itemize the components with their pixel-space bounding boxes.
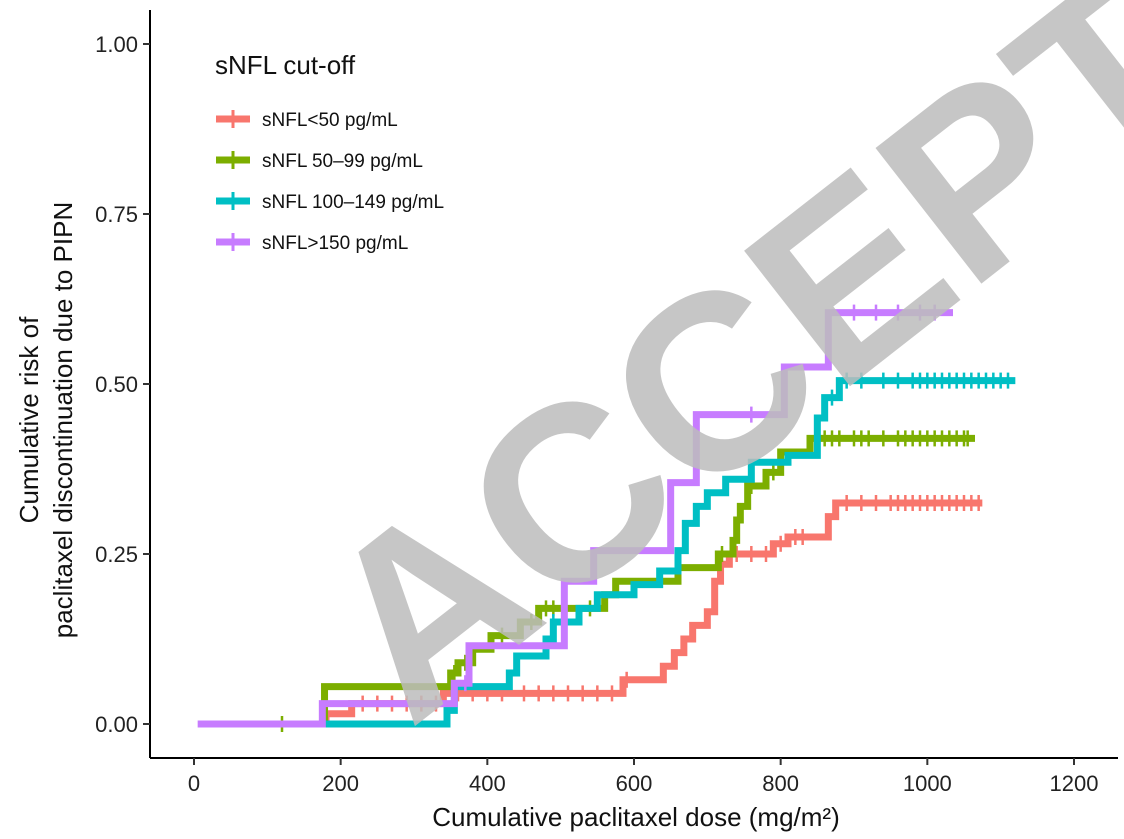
plot-area xyxy=(197,304,1016,732)
y-tick-label: 0.50 xyxy=(95,372,138,397)
x-tick-label: 600 xyxy=(616,771,653,796)
legend-label: sNFL>150 pg/mL xyxy=(262,233,408,254)
series-line xyxy=(197,309,953,728)
x-axis-title: Cumulative paclitaxel dose (mg/m²) xyxy=(432,802,839,832)
x-tick-label: 0 xyxy=(188,771,200,796)
legend-label: sNFL 100–149 pg/mL xyxy=(262,192,444,213)
series-4 xyxy=(197,304,953,728)
x-tick-label: 400 xyxy=(469,771,506,796)
x-tick-label: 800 xyxy=(762,771,799,796)
x-tick-label: 1000 xyxy=(903,771,952,796)
y-tick-label: 1.00 xyxy=(95,32,138,57)
legend: sNFL cut-off sNFL<50 pg/mL sNFL 50–99 pg/m… xyxy=(215,50,444,254)
series-1 xyxy=(322,495,983,728)
x-tick-label: 1200 xyxy=(1050,771,1099,796)
legend-item: sNFL 50–99 pg/mL xyxy=(216,151,423,172)
y-tick-label: 0.75 xyxy=(95,202,138,227)
y-axis-title-line1: Cumulative risk of xyxy=(14,316,44,523)
legend-title: sNFL cut-off xyxy=(215,50,356,80)
y-tick-label: 0.00 xyxy=(95,712,138,737)
y-tick-label: 0.25 xyxy=(95,542,138,567)
series-line xyxy=(322,499,983,728)
legend-item: sNFL 100–149 pg/mL xyxy=(216,192,444,213)
legend-label: sNFL<50 pg/mL xyxy=(262,110,398,131)
watermark-text: ACCEPTED xyxy=(271,0,1124,772)
legend-item: sNFL<50 pg/mL xyxy=(216,110,398,131)
axes: 0.00 0.25 0.50 0.75 1.00 0 200 400 600 800 1000 120… xyxy=(95,10,1118,796)
series-3 xyxy=(318,372,1016,728)
legend-item: sNFL>150 pg/mL xyxy=(216,233,408,254)
series-line xyxy=(318,377,1016,728)
x-tick-label: 200 xyxy=(322,771,359,796)
y-axis-title-line2: paclitaxel discontinuation due to PIPN xyxy=(48,202,78,639)
legend-label: sNFL 50–99 pg/mL xyxy=(262,151,423,172)
